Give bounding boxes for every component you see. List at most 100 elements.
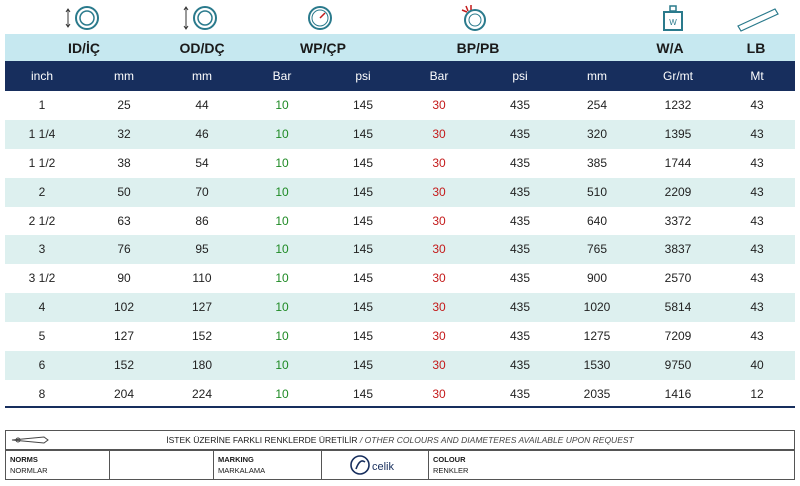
cell-length: 43 [750, 184, 764, 199]
cell-id-mm: 76 [117, 242, 131, 257]
cell-bend-mm: 385 [586, 155, 608, 170]
cell-wp-bar: 10 [275, 358, 289, 373]
cell-length: 43 [750, 98, 764, 112]
cell-od-mm: 127 [191, 300, 213, 315]
cell-length: 43 [750, 155, 764, 170]
cell-bend-mm: 1530 [583, 358, 611, 373]
cell-inch: 3 1/2 [28, 271, 56, 286]
cell-bend-mm: 2035 [583, 386, 611, 401]
cell-length: 43 [750, 126, 764, 141]
hose-icon [11, 436, 49, 444]
cell-wp-bar: 10 [275, 126, 289, 141]
cell-length: 43 [750, 242, 764, 257]
unit-header: inch mm mm Bar psi Bar psi mm Gr/mt Mt [5, 61, 795, 91]
cell-bp-bar: 30 [432, 271, 446, 286]
cell-inch: 1 1/4 [28, 126, 56, 141]
cell-wp-psi: 145 [352, 386, 374, 401]
cell-id-mm: 38 [117, 155, 131, 170]
cell-bp-bar: 30 [432, 242, 446, 257]
cell-wp-psi: 145 [352, 271, 374, 286]
cell-wp-bar: 10 [275, 300, 289, 315]
cell-id-mm: 152 [113, 358, 135, 373]
table-bottom-rule [5, 406, 795, 408]
cell-bend-mm: 1275 [583, 329, 611, 344]
table-row: 8 204 224 10 145 30 435 2035 1416 12 [5, 380, 795, 409]
group-od: OD/DÇ [179, 40, 225, 56]
cell-weight: 5814 [664, 300, 692, 315]
cell-bp-psi: 435 [509, 358, 531, 373]
cell-wp-psi: 145 [352, 242, 374, 257]
unit-wp-psi: psi [355, 69, 371, 83]
marking-label: MARKING [218, 455, 254, 464]
celik-logo-icon: celik [350, 455, 395, 475]
svg-text:W: W [669, 18, 677, 27]
cell-inch: 6 [38, 358, 46, 373]
cell-length: 43 [750, 329, 764, 344]
cell-wp-bar: 10 [275, 329, 289, 344]
cell-bp-bar: 30 [432, 329, 446, 344]
cell-weight: 1416 [664, 386, 692, 401]
cell-od-mm: 44 [195, 98, 209, 112]
cell-inch: 2 [38, 184, 46, 199]
colour-note-sep: / [357, 435, 365, 445]
norms-cell: NORMS NORMLAR [6, 451, 110, 479]
unit-od-mm: mm [192, 69, 212, 83]
colour-label: COLOUR [433, 455, 466, 464]
unit-inch: inch [30, 69, 54, 83]
cell-weight: 1395 [664, 126, 692, 141]
table-row: 1 1/4 32 46 10 145 30 435 320 1395 43 [5, 119, 795, 149]
cell-wp-bar: 10 [275, 155, 289, 170]
cell-bp-psi: 435 [509, 300, 531, 315]
cell-id-mm: 90 [117, 271, 131, 286]
group-id: ID/İÇ [68, 40, 100, 56]
inner-diameter-icon [65, 6, 99, 30]
spec-grid: NORMS NORMLAR MARKING MARKALAMA celik CO… [5, 450, 795, 480]
cell-od-mm: 110 [192, 271, 212, 286]
footer: İSTEK ÜZERİNE FARKLI RENKLERDE ÜRETİLİR … [5, 430, 795, 480]
marking-label-tr: MARKALAMA [218, 466, 266, 475]
unit-wp-bar: Bar [272, 69, 292, 83]
cell-bp-bar: 30 [432, 358, 446, 373]
colour-note-tr: İSTEK ÜZERİNE FARKLI RENKLERDE ÜRETİLİR [166, 435, 358, 445]
table-row: 6 152 180 10 145 30 435 1530 9750 40 [5, 351, 795, 380]
cell-od-mm: 95 [195, 242, 209, 257]
cell-wp-bar: 10 [275, 242, 289, 257]
cell-wp-psi: 145 [352, 300, 374, 315]
cell-inch: 4 [38, 300, 46, 315]
cell-length: 12 [750, 386, 764, 401]
cell-bp-bar: 30 [432, 300, 446, 315]
cell-id-mm: 204 [113, 386, 135, 401]
cell-wp-bar: 10 [275, 271, 289, 286]
cell-bp-bar: 30 [432, 213, 446, 228]
cell-od-mm: 180 [191, 358, 213, 373]
length-icon [737, 8, 779, 32]
cell-weight: 1232 [664, 98, 692, 112]
cell-wp-psi: 145 [352, 98, 374, 112]
cell-weight: 1744 [664, 155, 692, 170]
cell-bp-psi: 435 [509, 126, 531, 141]
cell-bend-mm: 900 [586, 271, 608, 286]
cell-wp-bar: 10 [275, 98, 289, 112]
cell-bend-mm: 320 [586, 126, 608, 141]
unit-bp-psi: psi [512, 69, 528, 83]
cell-bp-psi: 435 [509, 98, 531, 112]
cell-inch: 5 [38, 329, 46, 344]
cell-bend-mm: 765 [586, 242, 608, 257]
table-row: 2 50 70 10 145 30 435 510 2209 43 [5, 177, 795, 207]
cell-wp-psi: 145 [352, 155, 374, 170]
brand-name: celik [372, 461, 395, 473]
cell-inch: 3 [38, 242, 46, 257]
cell-bend-mm: 254 [586, 98, 608, 112]
cell-bend-mm: 510 [586, 184, 608, 199]
marking-cell: MARKING MARKALAMA [214, 451, 322, 479]
cell-wp-psi: 145 [352, 329, 374, 344]
cell-bp-psi: 435 [509, 213, 531, 228]
cell-wp-bar: 10 [275, 386, 289, 401]
cell-weight: 9750 [664, 358, 692, 373]
header-icons: W [0, 0, 800, 34]
cell-id-mm: 32 [117, 126, 131, 141]
cell-inch: 8 [38, 386, 46, 401]
cell-bend-mm: 640 [586, 213, 608, 228]
cell-bend-mm: 1020 [583, 300, 611, 315]
cell-bp-psi: 435 [509, 184, 531, 199]
